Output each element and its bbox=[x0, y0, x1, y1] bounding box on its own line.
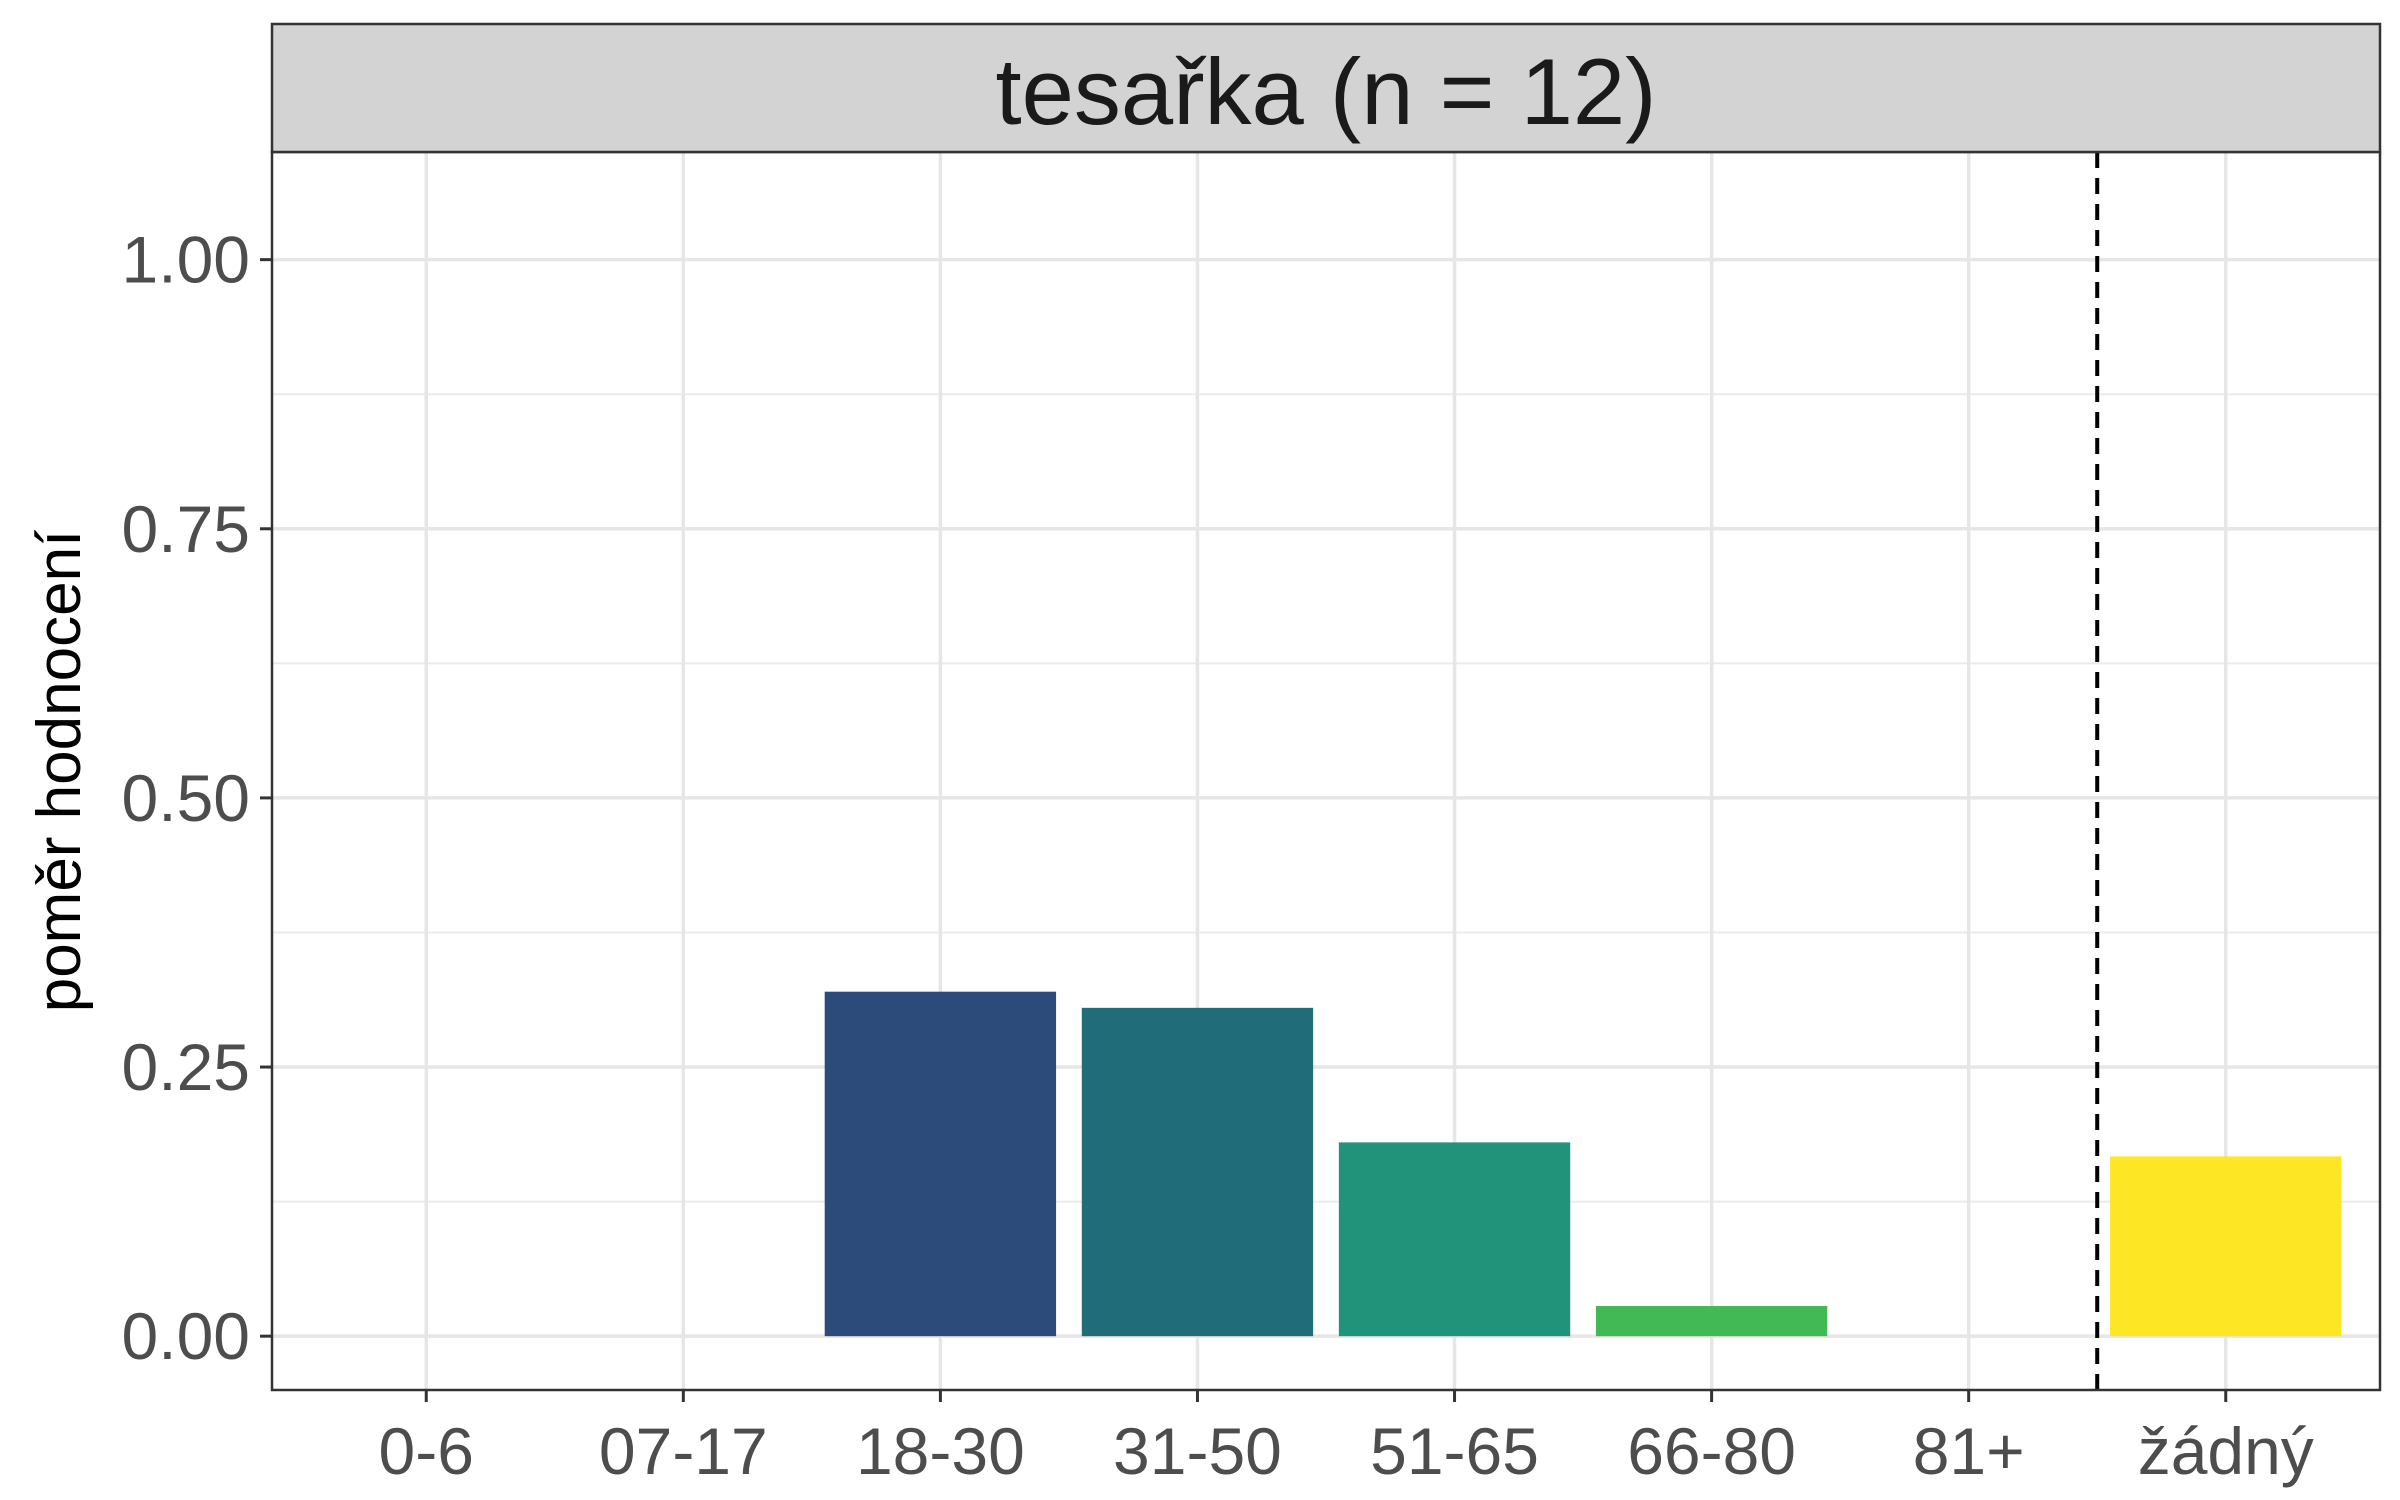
x-axis: 0-6 07-17 18-30 31-50 51-65 66-80 81+ žádný bbox=[379, 1390, 2314, 1488]
strip-background bbox=[270, 22, 2382, 154]
x-tick-label: 66-80 bbox=[1627, 1414, 1796, 1488]
x-tick-label: 31-50 bbox=[1113, 1414, 1282, 1488]
x-tick-label: 07-17 bbox=[599, 1414, 768, 1488]
facet-strip: tesařka (n = 12) bbox=[270, 22, 2382, 154]
bar bbox=[2110, 1156, 2342, 1337]
y-axis-title: poměr hodnocení bbox=[25, 530, 94, 1013]
x-tick-label: 51-65 bbox=[1370, 1414, 1539, 1488]
x-tick-label: 18-30 bbox=[856, 1414, 1025, 1488]
y-tick-label: 0.50 bbox=[122, 761, 250, 835]
x-tick-label: 0-6 bbox=[379, 1414, 474, 1488]
bar bbox=[1595, 1306, 1828, 1337]
bar bbox=[1338, 1142, 1571, 1337]
grid-lines bbox=[272, 152, 2380, 1390]
y-axis: 0.00 0.25 0.50 0.75 1.00 bbox=[122, 223, 272, 1373]
x-tick-label: 81+ bbox=[1913, 1414, 2025, 1488]
y-tick-label: 1.00 bbox=[122, 223, 250, 297]
x-tick-label: žádný bbox=[2138, 1414, 2314, 1488]
y-tick-label: 0.75 bbox=[122, 492, 250, 566]
strip-title: tesařka (n = 12) bbox=[996, 39, 1657, 144]
y-tick-label: 0.00 bbox=[122, 1299, 250, 1373]
bars bbox=[824, 991, 2342, 1337]
bar bbox=[1081, 1007, 1314, 1337]
bar bbox=[824, 991, 1057, 1337]
y-tick-label: 0.25 bbox=[122, 1030, 250, 1104]
